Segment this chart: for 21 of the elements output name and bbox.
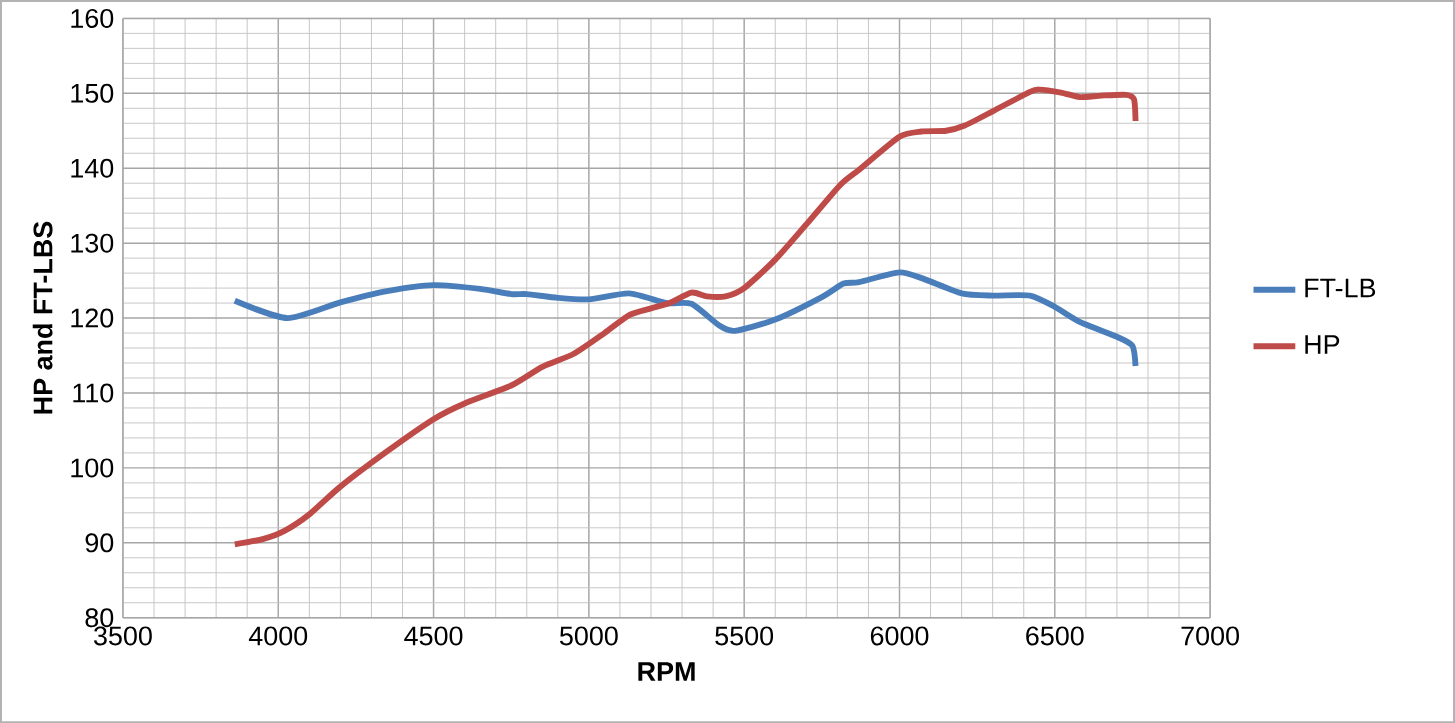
x-tick-label: 5000 [559, 626, 618, 646]
y-tick-label: 100 [71, 458, 114, 478]
x-tick-label: 4500 [404, 626, 463, 646]
x-axis-title: RPM [638, 662, 695, 681]
y-tick-label: 150 [71, 83, 114, 103]
y-tick-label: 110 [73, 383, 114, 403]
y-tick-label: 140 [71, 158, 114, 178]
x-tick-label: 7000 [1181, 626, 1239, 646]
x-tick-label: 4000 [248, 626, 308, 646]
y-tick-label: 80 [85, 608, 114, 628]
x-tick-label: 3500 [94, 626, 152, 646]
y-tick-label: 160 [71, 8, 114, 28]
legend-label: FT-LB [1305, 278, 1376, 298]
x-tick-label: 6000 [870, 626, 929, 646]
y-axis-title: HP and FT-LBS [32, 221, 53, 414]
legend-label: HP [1305, 335, 1340, 354]
y-tick-label: 90 [85, 533, 114, 553]
y-tick-label: 130 [71, 233, 114, 253]
x-tick-label: 6500 [1026, 626, 1084, 646]
x-tick-label: 5500 [715, 626, 774, 646]
y-tick-label: 120 [71, 308, 114, 328]
